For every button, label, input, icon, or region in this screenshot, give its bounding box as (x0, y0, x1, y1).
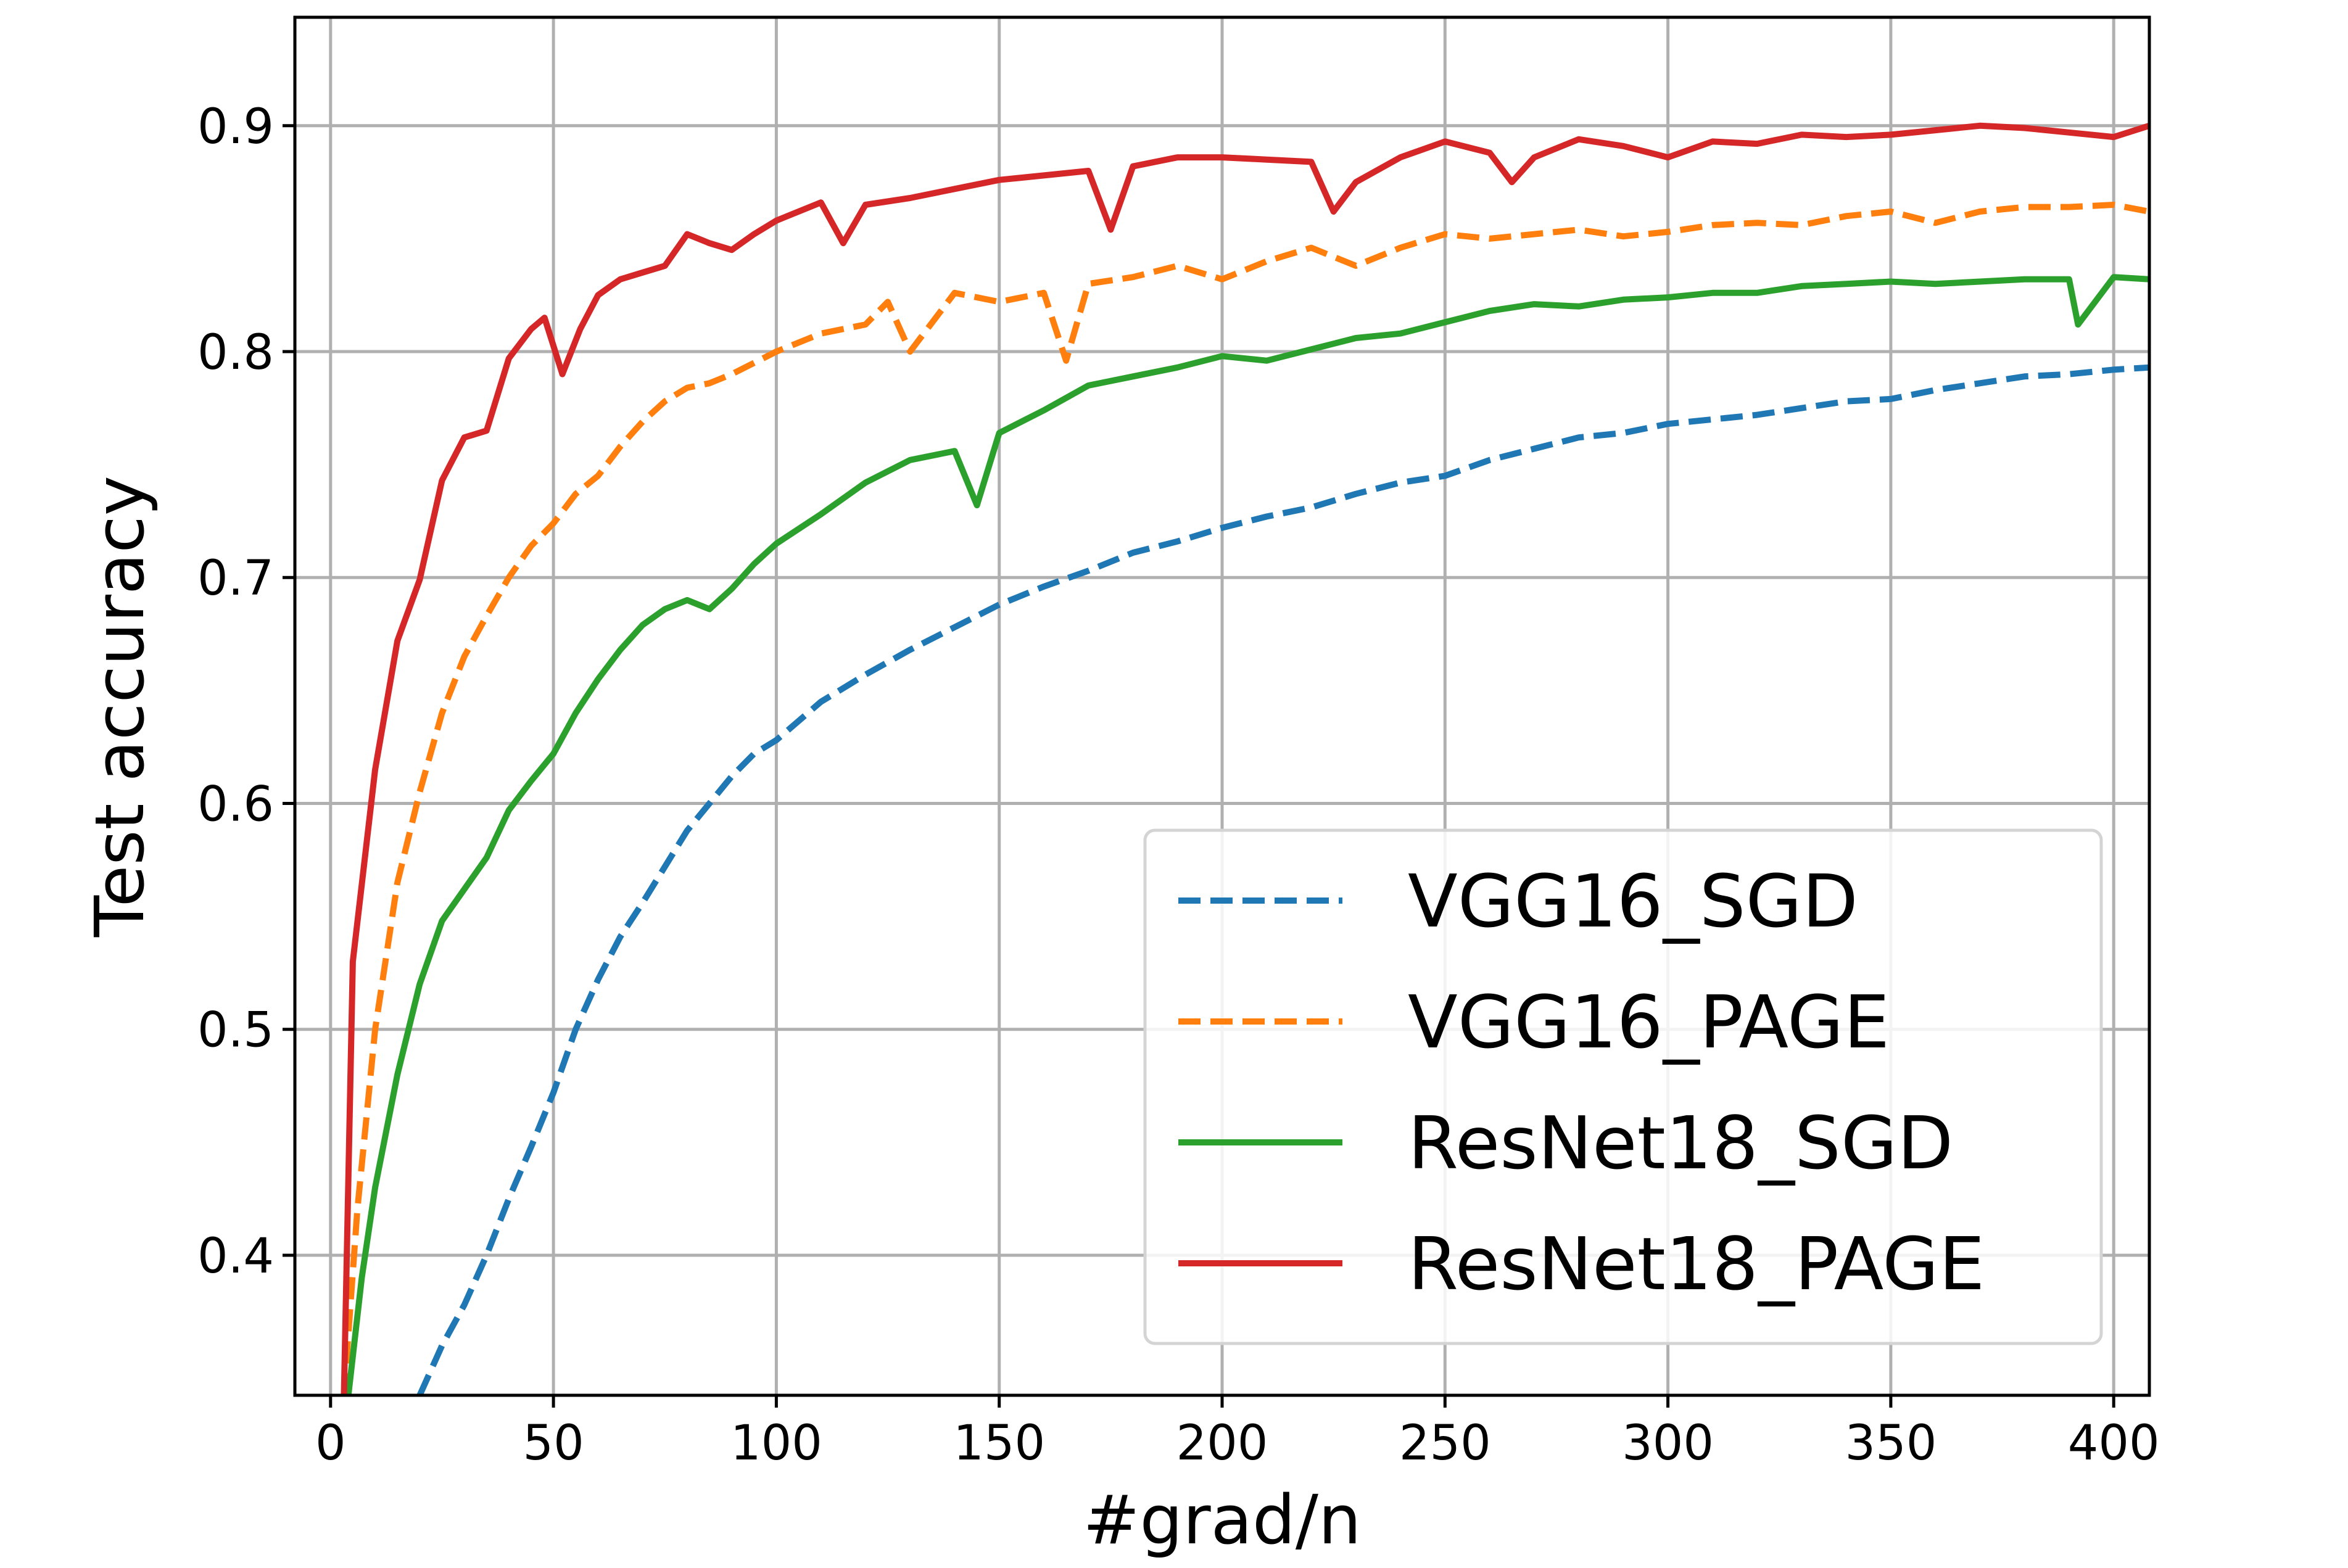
x-tick-label: 200 (1176, 1416, 1268, 1471)
legend-label: VGG16_SGD (1408, 859, 1858, 944)
y-tick-label: 0.7 (197, 551, 274, 606)
legend-label: VGG16_PAGE (1408, 980, 1890, 1065)
x-tick-label: 400 (2068, 1416, 2160, 1471)
series-line-resnet18-page (341, 122, 2149, 1395)
y-tick-label: 0.8 (197, 325, 274, 381)
y-tick-label: 0.6 (197, 777, 274, 832)
axis-ticks: 0 50 100 150 200 250 300 350 400 0.4 0.5 0.6 0.7 0.8 0… (197, 99, 2160, 1471)
series-lines (341, 122, 2149, 1395)
legend-label: ResNet18_SGD (1408, 1100, 1953, 1186)
legend-label: ResNet18_PAGE (1408, 1221, 1985, 1306)
x-tick-label: 0 (315, 1416, 346, 1471)
series-line-resnet18-sgd (345, 274, 2149, 1395)
legend: VGG16_SGD VGG16_PAGE ResNet18_SGD ResNet18_… (1143, 828, 2103, 1345)
x-tick-label: 50 (523, 1416, 584, 1471)
x-tick-label: 300 (1622, 1416, 1714, 1471)
y-tick-label: 0.4 (197, 1229, 274, 1284)
y-tick-label: 0.9 (197, 99, 274, 155)
series-line-vgg16-sgd (416, 364, 2149, 1395)
x-axis-title: #grad/n (1083, 1480, 1361, 1559)
grid (295, 17, 2149, 1395)
series-line-vgg16-page (341, 202, 2149, 1395)
legend-box (1143, 828, 2103, 1345)
x-tick-label: 150 (953, 1416, 1045, 1471)
y-tick-label: 0.5 (197, 1003, 274, 1058)
x-tick-label: 250 (1399, 1416, 1491, 1471)
y-axis-title: Test accuracy (80, 476, 159, 938)
x-tick-label: 350 (1845, 1416, 1937, 1471)
x-tick-label: 100 (730, 1416, 822, 1471)
